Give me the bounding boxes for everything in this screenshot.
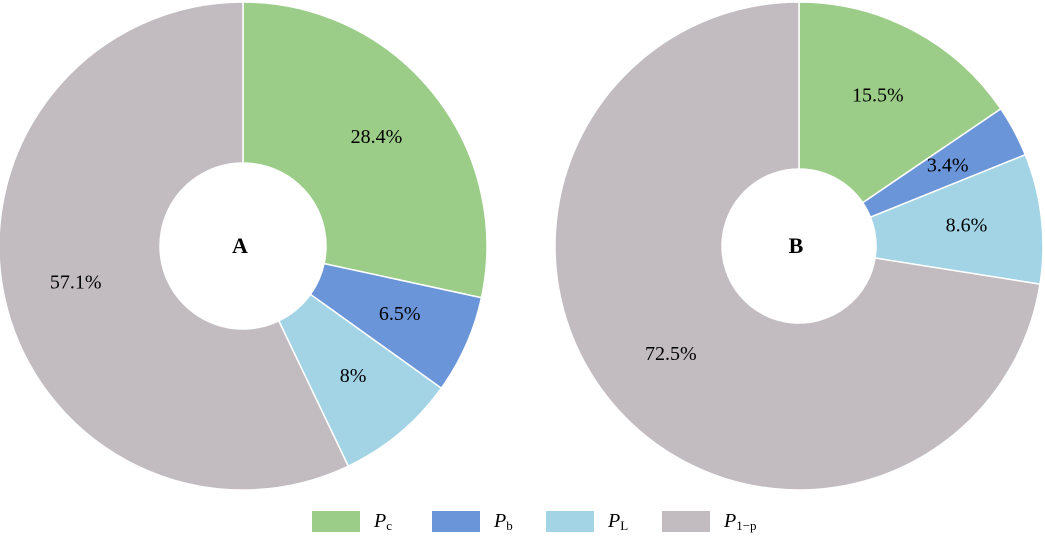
legend-label: P1−p (723, 510, 757, 533)
legend-subscript: 1−p (736, 518, 756, 533)
legend-swatch (432, 511, 480, 532)
legend-item: PL (546, 510, 628, 533)
legend-swatch (312, 511, 360, 532)
legend-label: Pb (493, 510, 513, 533)
pie-slice (242, 1, 488, 299)
legend-item: P1−p (662, 510, 757, 533)
pie-slice (554, 1, 1041, 491)
value-label: 57.1% (50, 272, 102, 294)
legend-label: PL (607, 510, 628, 533)
legend-symbol: P (607, 510, 620, 532)
legend-item: Pb (432, 510, 513, 533)
legend-swatch (546, 511, 594, 532)
legend-subscript: c (386, 518, 392, 533)
pie-slice (0, 1, 350, 491)
pie-slice (798, 1, 1002, 204)
legend-subscript: L (620, 518, 628, 533)
value-label: 8% (340, 365, 367, 387)
legend-symbol: P (723, 510, 736, 532)
legend-symbol: P (373, 510, 386, 532)
value-label: 15.5% (852, 85, 904, 107)
center-label: B (789, 233, 804, 258)
center-label: A (232, 233, 248, 258)
value-label: 72.5% (645, 343, 697, 365)
legend-item: Pc (312, 510, 392, 533)
value-label: 3.4% (927, 154, 969, 176)
value-label: 8.6% (946, 215, 988, 237)
legend-subscript: b (506, 518, 513, 533)
legend-symbol: P (493, 510, 506, 532)
pie-slice (869, 153, 1044, 286)
value-label: 6.5% (379, 303, 421, 325)
legend-label: Pc (373, 510, 392, 533)
legend-swatch (662, 511, 710, 532)
value-label: 28.4% (351, 126, 403, 148)
